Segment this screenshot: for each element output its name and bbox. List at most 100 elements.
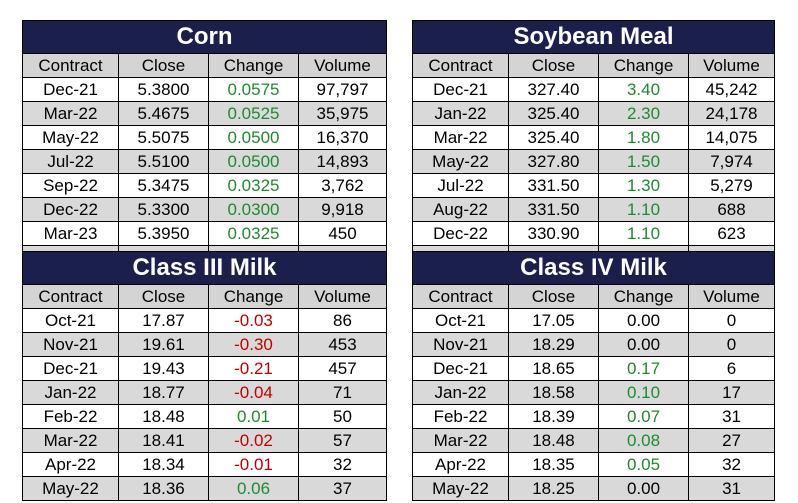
table-row: Mar-22 325.40 1.80 14,075 [412,125,775,150]
close-cell: 17.87 [118,308,209,333]
table-row: Jul-22 5.5100 0.0500 14,893 [22,149,387,174]
change-cell: -0.01 [208,452,299,477]
change-cell: 0.0300 [208,197,299,222]
contract-cell: Mar-22 [22,428,119,453]
close-cell: 5.3950 [118,221,209,246]
contract-cell: May-22 [412,149,509,174]
contract-cell: Sep-22 [22,173,119,198]
close-cell: 18.25 [508,476,599,501]
table-row: Feb-22 18.39 0.07 31 [412,404,776,429]
column-header-contract: Contract [22,53,119,78]
change-cell: 0.00 [598,308,689,333]
change-cell: 0.00 [598,332,689,357]
contract-cell: Dec-21 [22,77,119,102]
table-row: Dec-21 18.65 0.17 6 [412,356,776,381]
contract-cell: Nov-21 [412,332,509,357]
contract-cell: May-22 [22,476,119,501]
soybean-meal-table: Soybean Meal Contract Close Change Volum… [412,20,775,270]
contract-cell: Dec-22 [412,221,509,246]
close-cell: 5.3800 [118,77,209,102]
column-header-close: Close [508,53,599,78]
table-row: Mar-22 18.48 0.08 27 [412,428,776,453]
close-cell: 325.40 [508,101,599,126]
close-cell: 327.80 [508,149,599,174]
column-header-contract: Contract [22,284,119,309]
column-header-volume: Volume [298,53,387,78]
change-cell: 2.30 [598,101,689,126]
volume-cell: 71 [298,380,387,405]
contract-cell: Dec-21 [412,356,509,381]
change-cell: 1.30 [598,173,689,198]
volume-cell: 9,918 [298,197,387,222]
volume-cell: 50 [298,404,387,429]
change-cell: 0.0325 [208,221,299,246]
change-cell: 0.08 [598,428,689,453]
change-cell: 0.0325 [208,173,299,198]
close-cell: 5.3475 [118,173,209,198]
volume-cell: 450 [298,221,387,246]
close-cell: 18.35 [508,452,599,477]
change-cell: -0.30 [208,332,299,357]
contract-cell: Mar-23 [22,221,119,246]
close-cell: 17.05 [508,308,599,333]
volume-cell: 35,975 [298,101,387,126]
volume-cell: 31 [687,476,776,501]
column-header-change: Change [598,284,689,309]
change-cell: 3.40 [598,77,689,102]
corn-table: Corn Contract Close Change Volume Dec-21… [22,20,387,270]
column-header-contract: Contract [412,53,509,78]
change-cell: 0.01 [208,404,299,429]
volume-cell: 32 [687,452,776,477]
volume-cell: 0 [687,308,776,333]
close-cell: 5.4675 [118,101,209,126]
table-row: May-22 18.36 0.06 37 [22,476,387,501]
column-header-volume: Volume [687,284,776,309]
table-row: Sep-22 5.3475 0.0325 3,762 [22,173,387,198]
contract-cell: Dec-22 [22,197,119,222]
volume-cell: 6 [687,356,776,381]
close-cell: 18.77 [118,380,209,405]
close-cell: 18.36 [118,476,209,501]
volume-cell: 7,974 [688,149,775,174]
contract-cell: Jul-22 [412,173,509,198]
close-cell: 18.58 [508,380,599,405]
close-cell: 5.3300 [118,197,209,222]
volume-cell: 0 [687,332,776,357]
close-cell: 327.40 [508,77,599,102]
volume-cell: 16,370 [298,125,387,150]
table-row: May-22 5.5075 0.0500 16,370 [22,125,387,150]
change-cell: 0.07 [598,404,689,429]
volume-cell: 27 [687,428,776,453]
contract-cell: Dec-21 [22,356,119,381]
change-cell: 0.06 [208,476,299,501]
volume-cell: 24,178 [688,101,775,126]
close-cell: 18.34 [118,452,209,477]
volume-cell: 453 [298,332,387,357]
change-cell: 0.0500 [208,149,299,174]
close-cell: 5.5075 [118,125,209,150]
volume-cell: 97,797 [298,77,387,102]
change-cell: 0.00 [598,476,689,501]
table-row: Oct-21 17.05 0.00 0 [412,308,776,333]
contract-cell: Apr-22 [412,452,509,477]
contract-cell: Mar-22 [22,101,119,126]
column-header-close: Close [508,284,599,309]
change-cell: -0.02 [208,428,299,453]
change-cell: 1.10 [598,197,689,222]
table-row: Dec-21 327.40 3.40 45,242 [412,77,775,102]
volume-cell: 31 [687,404,776,429]
close-cell: 331.50 [508,173,599,198]
table-row: Mar-22 5.4675 0.0525 35,975 [22,101,387,126]
close-cell: 18.29 [508,332,599,357]
contract-cell: Apr-22 [22,452,119,477]
volume-cell: 45,242 [688,77,775,102]
close-cell: 18.48 [508,428,599,453]
volume-cell: 37 [298,476,387,501]
column-header-change: Change [208,284,299,309]
column-header-close: Close [118,284,209,309]
table-row: Aug-22 331.50 1.10 688 [412,197,775,222]
change-cell: 1.80 [598,125,689,150]
volume-cell: 57 [298,428,387,453]
close-cell: 18.48 [118,404,209,429]
table-title: Class III Milk [22,251,387,285]
